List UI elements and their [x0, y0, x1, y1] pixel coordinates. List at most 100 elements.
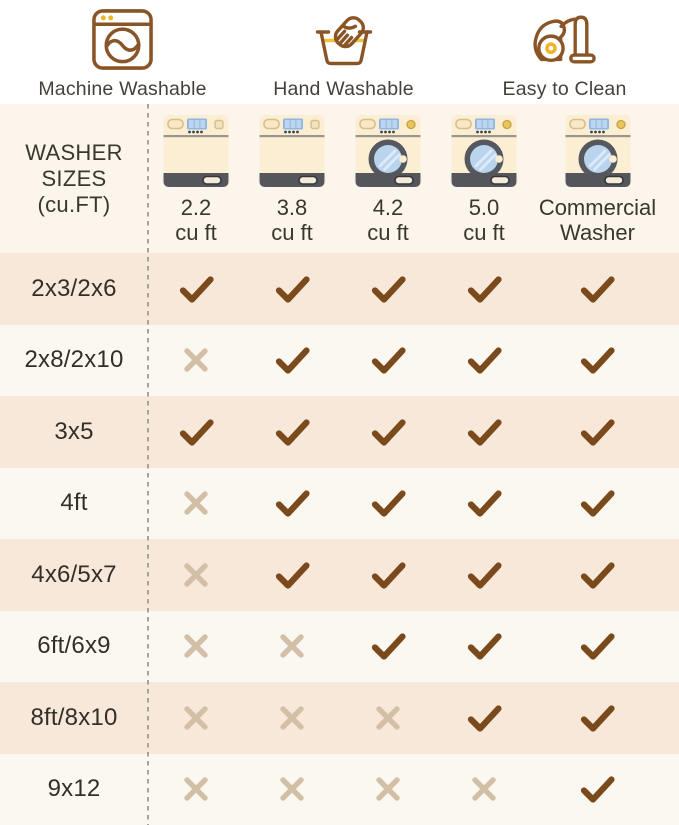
compatibility-cell	[244, 468, 340, 540]
compatibility-cell	[436, 611, 532, 683]
check-icon	[370, 345, 407, 375]
compatibility-cell	[148, 754, 244, 825]
rug-size-label: 2x3/2x6	[31, 274, 117, 302]
compatibility-cell	[436, 396, 532, 468]
compatibility-cell	[340, 754, 436, 825]
compatibility-cell	[436, 754, 532, 825]
feature-easy-to-clean: Easy to Clean	[454, 0, 675, 104]
rug-size-label: 3x5	[54, 417, 94, 445]
rug-size-label: 4ft	[60, 489, 88, 517]
corner-header: WASHER SIZES (cu.FT)	[0, 104, 148, 253]
washer-column: 2.2 cu ft	[148, 104, 244, 253]
row-cells	[148, 325, 679, 397]
row-cells	[148, 682, 679, 754]
check-icon	[178, 417, 215, 447]
check-icon	[370, 417, 407, 447]
corner-header-line: WASHER	[25, 139, 123, 165]
compatibility-cell	[244, 325, 340, 397]
washing-machine-icon	[91, 4, 154, 71]
check-icon	[466, 274, 503, 304]
rug-size-label: 6ft/6x9	[37, 632, 111, 660]
check-icon	[274, 274, 311, 304]
compatibility-cell	[532, 325, 679, 397]
check-icon	[274, 560, 311, 590]
corner-header-line: SIZES	[41, 165, 107, 191]
feature-label: Machine Washable	[38, 78, 207, 100]
washer-size-label: 2.2 cu ft	[175, 195, 217, 245]
compatibility-cell	[532, 396, 679, 468]
compatibility-cell	[244, 611, 340, 683]
check-icon	[579, 488, 616, 518]
check-icon	[370, 274, 407, 304]
check-icon	[466, 345, 503, 375]
check-icon	[466, 631, 503, 661]
washer-front-load-icon	[451, 113, 517, 189]
washer-size-label: 5.0 cu ft	[463, 195, 505, 245]
compatibility-cell	[148, 682, 244, 754]
row-cells	[148, 468, 679, 540]
check-icon	[579, 631, 616, 661]
washer-size-label: 3.8 cu ft	[271, 195, 313, 245]
table-row: 4ft	[0, 467, 679, 540]
compatibility-cell	[436, 253, 532, 325]
compatibility-cell	[436, 325, 532, 397]
x-icon	[182, 704, 210, 732]
rug-size-label: 2x8/2x10	[24, 346, 124, 374]
compatibility-cell	[532, 611, 679, 683]
table-row: 8ft/8x10	[0, 682, 679, 754]
check-icon	[579, 417, 616, 447]
x-icon	[182, 775, 210, 803]
check-icon	[466, 703, 503, 733]
x-icon	[278, 775, 306, 803]
compatibility-cell	[532, 754, 679, 825]
compatibility-cell	[148, 325, 244, 397]
x-icon	[374, 704, 402, 732]
washer-size-label: Commercial Washer	[538, 195, 657, 245]
compatibility-cell	[436, 539, 532, 611]
row-cells	[148, 611, 679, 683]
compatibility-cell	[244, 396, 340, 468]
compatibility-cell	[244, 539, 340, 611]
compatibility-cell	[148, 396, 244, 468]
table-row: 2x8/2x10	[0, 324, 679, 397]
compatibility-cell	[340, 468, 436, 540]
compatibility-cell	[340, 396, 436, 468]
compatibility-cell	[532, 682, 679, 754]
feature-label: Hand Washable	[273, 78, 414, 100]
compatibility-cell	[340, 253, 436, 325]
feature-label: Easy to Clean	[502, 78, 627, 100]
compatibility-cell	[532, 539, 679, 611]
compatibility-cell	[436, 682, 532, 754]
compatibility-table: WASHER SIZES (cu.FT) 2.2 cu ft	[0, 104, 679, 825]
check-icon	[466, 488, 503, 518]
compatibility-cell	[532, 253, 679, 325]
compatibility-cell	[148, 539, 244, 611]
compatibility-cell	[244, 754, 340, 825]
row-cells	[148, 396, 679, 468]
check-icon	[370, 631, 407, 661]
compatibility-cell	[532, 468, 679, 540]
washer-front-load-icon	[355, 113, 421, 189]
hand-wash-icon	[312, 4, 376, 71]
table-row: 3x5	[0, 396, 679, 468]
check-icon	[579, 274, 616, 304]
x-icon	[278, 632, 306, 660]
check-icon	[579, 345, 616, 375]
table-row: 4x6/5x7	[0, 539, 679, 611]
x-icon	[470, 775, 498, 803]
rug-size-label: 4x6/5x7	[31, 560, 117, 588]
compatibility-cell	[148, 468, 244, 540]
rug-size-label: 9x12	[47, 775, 101, 803]
check-icon	[274, 417, 311, 447]
table-row: 9x12	[0, 753, 679, 825]
compatibility-cell	[244, 682, 340, 754]
row-cells	[148, 253, 679, 325]
check-icon	[370, 560, 407, 590]
check-icon	[579, 560, 616, 590]
corner-header-line: (cu.FT)	[37, 191, 111, 217]
check-icon	[579, 703, 616, 733]
row-cells	[148, 754, 679, 825]
compatibility-cell	[148, 253, 244, 325]
washer-column: 5.0 cu ft	[436, 104, 532, 253]
x-icon	[182, 346, 210, 374]
